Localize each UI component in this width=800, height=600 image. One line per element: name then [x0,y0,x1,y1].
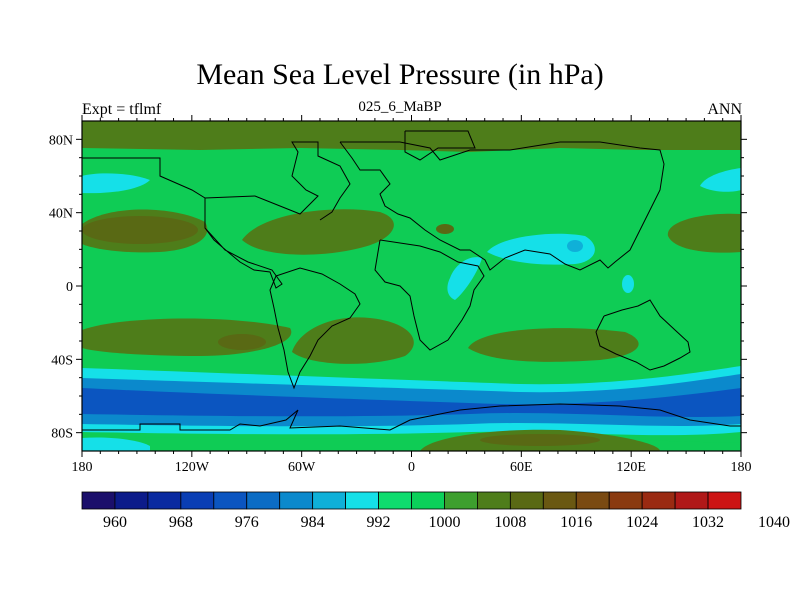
period-label: 025_6_MaBP [358,99,442,115]
colorbar-swatch [444,491,478,510]
colorbar-swatch [312,491,346,510]
field-region-high-south-pacific-core [218,334,266,350]
coastline-south-america [269,267,361,390]
field-region-north-low-east [700,168,741,192]
colorbar-label: 960 [103,514,127,531]
field-region-north-low-west [82,173,150,194]
coastline-north-america [82,141,351,289]
x-tick-label: 0 [408,460,415,475]
coastline-australia [595,299,691,371]
colorbar-swatch [180,491,215,510]
field-region-high-south-atlantic [292,317,414,364]
colorbar-label: 1000 [428,514,460,531]
colorbar-swatch [81,491,116,510]
x-tick-label: 120W [175,460,210,475]
colorbar-swatch [345,491,379,510]
field-region-high-north-east [667,213,741,253]
season-label: ANN [707,101,742,118]
coastline-eurasia [339,141,665,271]
colorbar-swatch [542,491,577,510]
coastline-africa [374,239,485,351]
coastline-greenland [404,130,476,161]
colorbar-swatch [608,491,643,510]
x-tick-label: 60E [510,460,533,475]
colorbar-swatch [114,491,149,510]
field-region-high-antarctic-core [480,434,600,446]
colorbar-label: 992 [367,514,391,531]
field-region-high-south-indian [468,328,639,362]
y-tick-label: 0 [66,280,73,295]
field-region-small-high [436,224,454,234]
x-tick-label: 60W [288,460,316,475]
x-tick-label: 180 [72,460,93,475]
field-region-southern-blue-band [82,388,741,417]
colorbar-swatch [378,491,412,510]
field-region-african-low [447,257,482,300]
colorbar-label: 1016 [560,514,592,531]
colorbar-swatch [707,491,742,510]
experiment-label: Expt = tflmf [82,101,162,118]
field-region-high-north-pacific-core [82,216,198,244]
field-region-antarctic-cyan-west [82,437,150,451]
colorbar-swatch [213,491,248,510]
field-region-asian-low-core [567,240,583,252]
colorbar-label: 1024 [626,514,658,531]
colorbar-swatch [411,491,445,510]
colorbar-label: 1040 [758,514,790,531]
colorbar-label: 984 [301,514,325,531]
chart-title: Mean Sea Level Pressure (in hPa) [196,58,604,91]
coastline-antarctica [82,403,741,431]
y-tick-label: 40N [49,207,73,222]
colorbar-label: 968 [169,514,193,531]
colorbar-swatch [476,491,511,510]
colorbar-label: 1008 [494,514,526,531]
colorbar-swatch [147,491,182,510]
field-region-high-north-atlantic [242,209,394,255]
colorbar-swatch [246,491,281,510]
colorbar-swatch [674,491,709,510]
y-tick-label: 40S [51,353,73,368]
colorbar-label: 1032 [692,514,724,531]
colorbar-swatch [641,491,676,510]
y-tick-label: 80N [49,133,73,148]
field-region-australian-low [622,275,634,293]
x-tick-label: 120E [616,460,646,475]
colorbar-swatch [509,491,544,510]
field-region-arctic-high [82,121,741,152]
x-tick-label: 180 [731,460,752,475]
field-region-asian-low [487,233,595,265]
y-tick-label: 80S [51,427,73,442]
colorbar-swatch [575,491,610,510]
colorbar-swatch [279,491,314,510]
colorbar-label: 976 [235,514,259,531]
